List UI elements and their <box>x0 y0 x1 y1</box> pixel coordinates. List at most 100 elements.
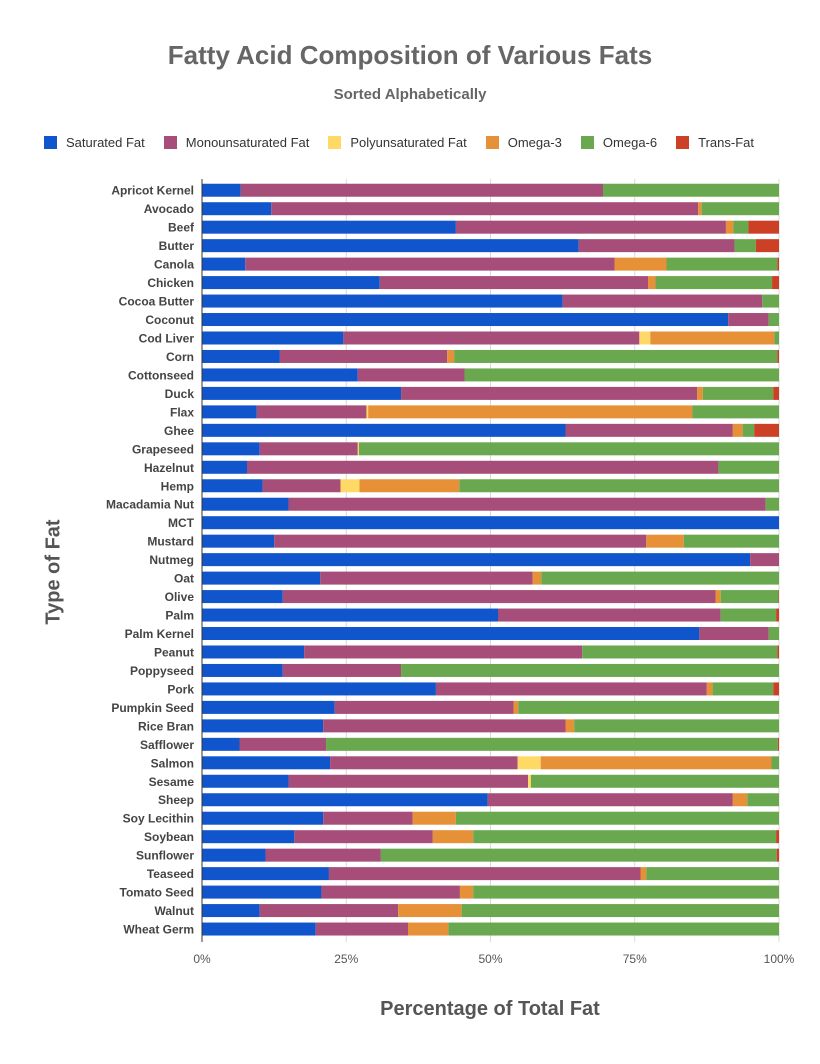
bar-segment <box>247 460 719 474</box>
bar-segment <box>565 423 733 437</box>
bar-segment <box>326 737 778 751</box>
bar-segment <box>768 627 779 641</box>
bar-segment <box>776 830 779 844</box>
legend-item-polyunsaturated-fat[interactable]: Polyunsaturated Fat <box>328 135 467 150</box>
bar-segment <box>603 183 779 197</box>
y-tick-label: Apricot Kernel <box>111 184 194 198</box>
y-tick-label: Avocado <box>144 202 194 216</box>
y-tick-label: Walnut <box>154 904 194 918</box>
bar-segment <box>734 239 756 253</box>
bar-segment <box>315 922 408 936</box>
bar-segment <box>202 220 456 234</box>
bar-segment <box>473 885 779 899</box>
bar-segment <box>379 276 649 290</box>
bar-segment <box>528 774 531 788</box>
legend-item-trans-fat[interactable]: Trans-Fat <box>676 135 754 150</box>
bar-segment <box>401 663 779 677</box>
y-tick-label: Cottonseed <box>128 368 194 382</box>
bar-segment <box>202 904 260 918</box>
bar-segment <box>732 423 743 437</box>
legend-swatch <box>44 135 57 149</box>
bar-segment <box>202 756 331 770</box>
bar-segment <box>432 830 474 844</box>
bar-segment <box>574 719 779 733</box>
y-tick-label: Ghee <box>164 424 194 438</box>
bar-segment <box>398 904 462 918</box>
bar-segment <box>702 386 774 400</box>
bar-segment <box>240 183 604 197</box>
bar-segment <box>578 239 735 253</box>
bar-segment <box>202 922 316 936</box>
bar-segment <box>282 663 402 677</box>
bar-segment <box>202 202 272 216</box>
bar-segment <box>202 793 488 807</box>
bar-segment <box>323 811 413 825</box>
bar-segment <box>271 202 699 216</box>
legend-item-omega-6[interactable]: Omega-6 <box>580 134 658 150</box>
bar-segment <box>473 830 777 844</box>
bar-segment <box>202 442 260 456</box>
bar-segment <box>725 220 734 234</box>
bar-segment <box>274 534 647 548</box>
bar-segment <box>202 257 246 271</box>
bar-segment <box>321 885 460 899</box>
bar-segment <box>202 534 275 548</box>
bar-segment <box>517 756 541 770</box>
bar-segment <box>455 220 726 234</box>
bar-segment <box>773 386 779 400</box>
legend: Saturated Fat Monounsaturated Fat Polyun… <box>44 133 754 151</box>
bar-segment <box>202 885 322 899</box>
y-tick-label: MCT <box>168 516 195 530</box>
bar-segment <box>646 867 779 881</box>
bar-segment <box>202 645 305 659</box>
legend-item-omega-3[interactable]: Omega-3 <box>485 135 562 150</box>
bar-segment <box>202 627 700 641</box>
bar-segment <box>650 331 775 345</box>
bar-segment <box>706 682 713 696</box>
y-tick-label: Soybean <box>144 830 194 844</box>
y-tick-label: Hazelnut <box>144 461 194 475</box>
bar-segment <box>202 405 257 419</box>
bar-segment <box>202 571 321 585</box>
bar-segment <box>202 774 289 788</box>
bar-segment <box>328 867 641 881</box>
bar-segment <box>455 811 779 825</box>
legend-label: Omega-6 <box>602 134 658 150</box>
bar-segment <box>754 423 779 437</box>
y-tick-label: Peanut <box>154 645 194 659</box>
bar-segment <box>639 331 651 345</box>
bar-segment <box>447 349 455 363</box>
bar-segment <box>401 386 698 400</box>
bar-segment <box>777 645 779 659</box>
bar-segment <box>513 700 519 714</box>
y-tick-label: Olive <box>165 590 195 604</box>
bar-segment <box>772 276 779 290</box>
bar-segment <box>380 848 777 862</box>
bar-segment <box>777 737 779 751</box>
bar-segment <box>202 276 380 290</box>
bar-segment <box>407 922 449 936</box>
bar-segment <box>720 590 779 604</box>
bar-segment <box>265 848 381 862</box>
legend-item-monounsaturated-fat[interactable]: Monounsaturated Fat <box>163 135 309 150</box>
bar-segment <box>294 830 433 844</box>
bar-segment <box>259 442 358 456</box>
bar-segment <box>755 239 779 253</box>
bar-segment <box>202 331 344 345</box>
y-tick-label: Palm <box>165 609 194 623</box>
bar-segment <box>771 756 779 770</box>
bar-segment <box>774 331 779 345</box>
bar-segment <box>202 368 358 382</box>
bar-segment <box>540 756 772 770</box>
bar-segment <box>640 867 647 881</box>
chart-title: Fatty Acid Composition of Various Fats <box>167 40 653 70</box>
bar-segment <box>357 368 465 382</box>
bar-segment <box>202 386 402 400</box>
bar-segment <box>698 202 702 216</box>
bar-segment <box>701 202 779 216</box>
y-tick-label: Safflower <box>140 738 194 752</box>
y-tick-label: Pumpkin Seed <box>111 701 194 715</box>
bar-segment <box>412 811 456 825</box>
y-tick-label: Grapeseed <box>132 442 194 456</box>
legend-item-saturated-fat[interactable]: Saturated Fat <box>44 135 145 150</box>
